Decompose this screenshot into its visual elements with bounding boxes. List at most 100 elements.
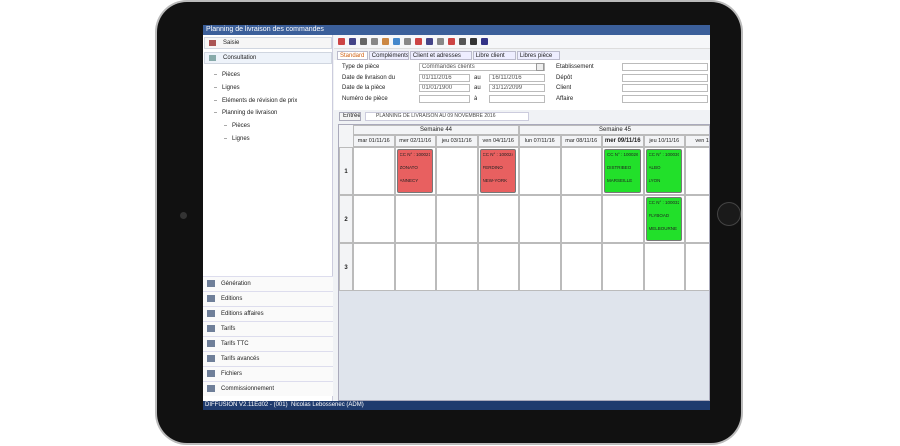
tree-dot: [224, 125, 227, 127]
cell[interactable]: [643, 243, 685, 291]
toolbar-button[interactable]: [360, 38, 367, 45]
toolbar-button[interactable]: [404, 38, 411, 45]
order-line: MARSEILLE: [607, 178, 633, 183]
cell[interactable]: [560, 195, 602, 243]
input[interactable]: [622, 84, 708, 93]
order-line: CC N° : 100024: [482, 152, 514, 157]
tab[interactable]: Standard: [337, 51, 368, 60]
tab[interactable]: Libres pièce: [516, 51, 561, 60]
cell[interactable]: [560, 147, 602, 195]
home-button[interactable]: [718, 203, 740, 225]
row-header: 3: [339, 243, 353, 291]
dropdown-button[interactable]: [536, 63, 544, 71]
sidebar-module[interactable]: Fichiers: [203, 366, 333, 381]
toolbar-button[interactable]: [470, 38, 477, 45]
cell[interactable]: [394, 243, 436, 291]
sidebar-module[interactable]: Commissionnement: [203, 381, 333, 396]
cell[interactable]: [519, 147, 561, 195]
input[interactable]: [489, 95, 545, 104]
cell[interactable]: [560, 243, 602, 291]
cell[interactable]: [519, 195, 561, 243]
cell[interactable]: [394, 195, 436, 243]
input[interactable]: [419, 95, 470, 104]
input[interactable]: 31/12/2099: [489, 84, 545, 93]
input[interactable]: Commandes clients: [419, 63, 545, 71]
order-card[interactable]: CC N° : 100021 ZONATO ANNECY: [396, 149, 433, 193]
cell[interactable]: [602, 195, 644, 243]
toolbar-button[interactable]: [382, 38, 389, 45]
cell[interactable]: [436, 243, 478, 291]
tab[interactable]: Compléments: [368, 51, 409, 60]
sidebar-section[interactable]: Consultation: [204, 52, 332, 64]
planning-title: PLANNING DE LIVRAISON AU 09 NOVEMBRE 201…: [365, 112, 529, 121]
title-bar: Planning de livraison des commandes: [203, 25, 710, 35]
cell[interactable]: [436, 147, 478, 195]
order-card[interactable]: CC N° : 100026 DISTRIBEO MARSEILLE: [604, 149, 641, 193]
sidebar-module[interactable]: Tarifs avancés: [203, 351, 333, 366]
cell[interactable]: [477, 195, 519, 243]
sidebar-section[interactable]: Saisie: [204, 37, 332, 49]
tree-item[interactable]: Lignes: [222, 84, 240, 91]
cell[interactable]: [602, 243, 644, 291]
cell[interactable]: [477, 243, 519, 291]
sidebar-module[interactable]: Editions affaires: [203, 306, 333, 321]
form-label: Dépôt: [556, 74, 573, 81]
order-card[interactable]: CC N° : 100032 FLYBOAD MELBOURNE: [645, 197, 682, 241]
day-header: lun 07/11/16: [519, 135, 561, 147]
input[interactable]: 16/11/2016: [489, 73, 545, 82]
order-line: FERDINO: [482, 165, 503, 170]
tree-item[interactable]: Pièces: [232, 123, 251, 130]
tab[interactable]: Client et adresses: [409, 51, 472, 60]
toolbar-button[interactable]: [349, 38, 356, 45]
tree-item[interactable]: Lignes: [232, 136, 250, 142]
cell[interactable]: [353, 147, 395, 195]
header-bg: [339, 125, 709, 148]
order-line: FLYBOAD: [648, 213, 670, 218]
form-label: Etablissement: [556, 64, 594, 70]
toolbar-button[interactable]: [415, 38, 422, 45]
order-card[interactable]: CC N° : 100024 FERDINO NEW-YORK: [479, 149, 516, 193]
order-line: ALBO: [648, 165, 661, 170]
sidebar-module[interactable]: Tarifs: [203, 321, 333, 336]
day-header: jeu 03/11/16: [436, 135, 478, 147]
cell[interactable]: [436, 195, 478, 243]
form-label: au: [474, 85, 481, 92]
entries-button[interactable]: Entrées: [339, 112, 361, 121]
order-line: LYON: [648, 178, 661, 183]
tree-item[interactable]: Planning de livraison: [222, 110, 278, 117]
toolbar-button[interactable]: [371, 38, 378, 45]
cell[interactable]: [519, 243, 561, 291]
icon: [207, 385, 215, 392]
screen: Planning de livraison des commandes Saisi…: [203, 25, 710, 410]
tree-item[interactable]: Pièces: [222, 72, 241, 78]
toolbar-button[interactable]: [426, 38, 433, 45]
toolbar-button[interactable]: [437, 38, 444, 45]
cell[interactable]: [685, 147, 709, 195]
icon: [209, 40, 216, 46]
sidebar-module[interactable]: Editions: [203, 291, 333, 306]
toolbar-button[interactable]: [481, 38, 488, 45]
cell[interactable]: [685, 195, 709, 243]
toolbar-button[interactable]: [459, 38, 466, 45]
cell[interactable]: [685, 243, 709, 291]
toolbar-button[interactable]: [338, 38, 345, 45]
form-label: Client: [556, 85, 572, 92]
order-card[interactable]: CC N° : 100030 ALBO LYON: [645, 149, 682, 193]
cell[interactable]: [353, 195, 395, 243]
input[interactable]: [622, 73, 708, 82]
cell[interactable]: [353, 243, 395, 291]
tree-item[interactable]: Eléments de révision de prix: [222, 97, 298, 104]
sidebar-module[interactable]: Génération: [203, 276, 333, 291]
sidebar-module[interactable]: Tarifs TTC: [203, 336, 333, 351]
toolbar-button[interactable]: [448, 38, 455, 45]
input[interactable]: [622, 95, 708, 104]
toolbar-button[interactable]: [393, 38, 400, 45]
input[interactable]: 01/01/1900: [419, 84, 470, 93]
order-line: CC N° : 100030: [648, 152, 680, 157]
day-header: mar 01/11/16: [353, 135, 395, 147]
input[interactable]: 01/11/2016: [419, 73, 470, 82]
tab[interactable]: Libre client: [472, 51, 516, 60]
input[interactable]: [622, 63, 708, 71]
row-header: 2: [339, 195, 353, 243]
form-label: Date de la pièce: [342, 85, 386, 92]
